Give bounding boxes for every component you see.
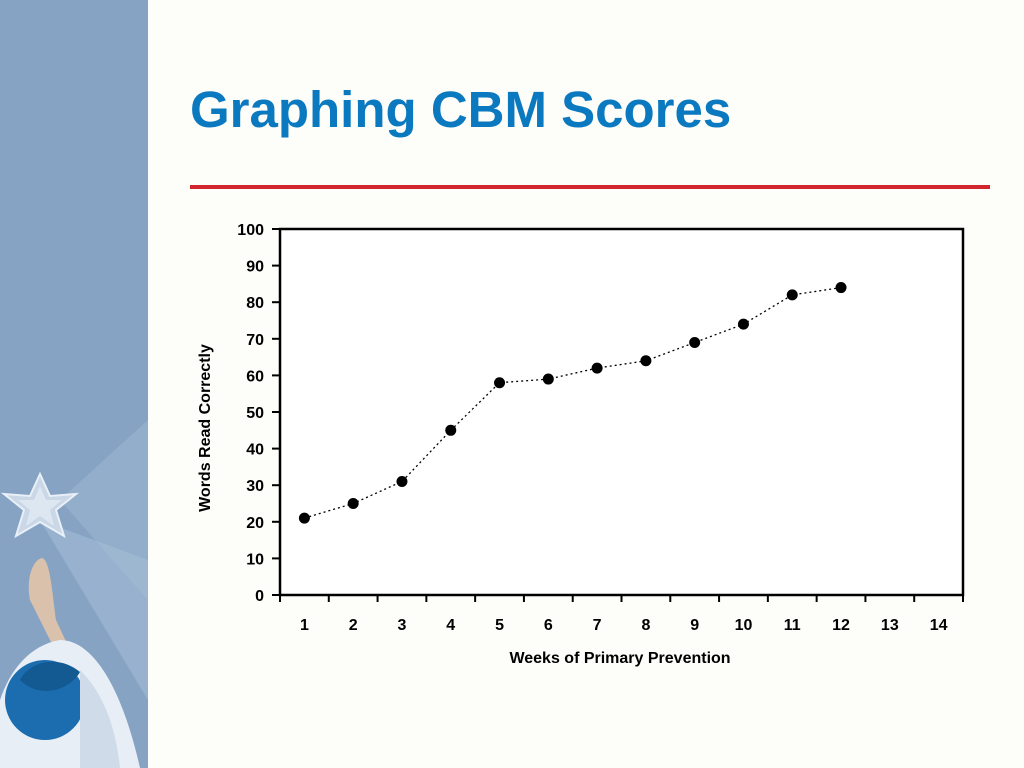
x-tick-label: 10 [735, 617, 753, 634]
y-axis: 0 10 20 30 40 50 60 70 80 90 100 [237, 222, 280, 605]
y-tick-label: 30 [246, 478, 264, 495]
data-point [640, 355, 652, 367]
data-point [737, 318, 749, 330]
slide-title: Graphing CBM Scores [190, 81, 732, 138]
x-tick-label: 12 [832, 617, 850, 634]
data-points [298, 282, 847, 524]
y-tick-label: 40 [246, 442, 264, 459]
child-figure [0, 558, 140, 768]
y-tick-label: 60 [246, 368, 264, 385]
y-tick-label: 10 [246, 551, 264, 568]
x-tick-label: 9 [690, 617, 699, 634]
side-panel [0, 0, 148, 768]
x-tick-label: 13 [881, 617, 899, 634]
y-tick-label: 90 [246, 259, 264, 276]
data-point [786, 289, 798, 301]
data-point [835, 282, 847, 294]
x-tick-label: 4 [446, 617, 455, 634]
light-ray [40, 520, 148, 700]
y-tick-label: 80 [246, 295, 264, 312]
x-tick-label: 6 [544, 617, 553, 634]
x-tick-label: 1 [300, 617, 309, 634]
title-rule [190, 185, 990, 189]
x-axis: 1 2 3 4 5 6 7 8 9 10 11 12 13 14 [279, 595, 964, 634]
plot-area [278, 227, 965, 597]
y-tick-label: 70 [246, 332, 264, 349]
y-tick-label: 20 [246, 515, 264, 532]
x-tick-label: 8 [641, 617, 650, 634]
data-point [347, 498, 359, 509]
y-tick-label: 0 [255, 588, 264, 605]
x-axis-label: Weeks of Primary Prevention [509, 650, 730, 667]
data-point [542, 373, 554, 385]
data-point [591, 362, 603, 374]
data-point [298, 512, 310, 524]
x-tick-label: 5 [495, 617, 504, 634]
y-axis-label: Words Read Correctly [197, 344, 214, 512]
data-point [445, 424, 457, 436]
series-line [304, 286, 842, 519]
x-tick-label: 14 [930, 617, 948, 634]
x-tick-label: 3 [398, 617, 407, 634]
star-icon [0, 471, 80, 539]
decorative-illustration [0, 420, 148, 768]
x-tick-label: 2 [349, 617, 358, 634]
x-tick-label: 7 [593, 617, 602, 634]
x-tick-label: 11 [784, 617, 801, 634]
y-tick-label: 50 [246, 405, 264, 422]
data-point [494, 377, 506, 389]
y-tick-label: 100 [237, 222, 264, 239]
data-point [689, 336, 701, 348]
data-point [396, 476, 408, 488]
